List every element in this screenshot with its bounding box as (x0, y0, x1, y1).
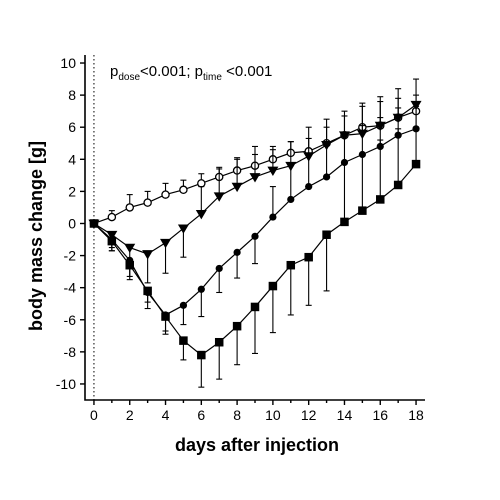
data-point (411, 159, 421, 169)
data-point (143, 286, 152, 296)
data-point (249, 173, 261, 183)
p-dose-symbol: p (110, 63, 118, 80)
p-time-value: <0.001 (222, 63, 272, 80)
p-dose-subscript: dose (118, 72, 140, 83)
x-tick-label: 2 (126, 407, 134, 423)
data-point (161, 190, 170, 199)
x-axis-title: days after injection (175, 435, 339, 455)
data-point (322, 230, 331, 239)
data-point (233, 248, 241, 256)
x-tick-label: 4 (162, 407, 170, 423)
y-tick-label: 8 (68, 87, 76, 103)
y-tick-label: -2 (64, 248, 77, 264)
y-tick-label: 6 (68, 119, 76, 135)
y-tick-label: -6 (64, 312, 77, 328)
x-tick-label: 14 (337, 407, 353, 423)
data-point (304, 252, 313, 262)
data-point (89, 219, 99, 228)
data-point (179, 185, 188, 195)
data-point (232, 321, 242, 331)
x-tick-label: 8 (233, 407, 241, 423)
data-point (268, 281, 278, 291)
data-point (358, 206, 367, 215)
data-point (179, 301, 188, 309)
x-tick-label: 0 (90, 407, 98, 423)
data-point (143, 198, 152, 207)
data-point (160, 238, 172, 249)
data-point (107, 236, 117, 246)
data-point (106, 230, 118, 241)
data-point (251, 232, 259, 240)
data-point (376, 195, 385, 204)
data-point (161, 312, 170, 321)
data-point (125, 260, 134, 270)
y-tick-label: 10 (60, 55, 76, 71)
x-tick-label: 18 (408, 407, 424, 423)
y-tick-label: 4 (68, 151, 76, 167)
x-tick-label: 6 (197, 407, 205, 423)
y-tick-label: -8 (64, 344, 77, 360)
data-point (197, 179, 206, 188)
data-point (125, 203, 134, 212)
plot-area: -10 -8 -6 -4 -2 0 2 4 6 8 10 0 2 4 6 8 10 12 14 16 18 (56, 55, 425, 423)
x-tick-label: 12 (301, 407, 317, 423)
data-point (215, 264, 223, 273)
series-filled-circle (90, 102, 420, 335)
y-axis-title: body mass change [g] (26, 141, 46, 331)
data-point (250, 302, 260, 312)
data-point (393, 180, 403, 190)
y-tick-label: 0 (68, 215, 76, 231)
data-point (267, 166, 279, 177)
data-point (338, 131, 350, 141)
p-time-subscript: time (203, 72, 222, 83)
data-point (197, 350, 206, 360)
axis-frame (84, 55, 425, 401)
data-point (269, 213, 277, 221)
data-point (213, 192, 225, 202)
series-filled-square (89, 105, 421, 388)
p-value-annotation: pdose<0.001; ptime <0.001 (110, 63, 272, 83)
data-point (287, 195, 295, 204)
data-point (231, 182, 243, 193)
data-point (197, 285, 205, 293)
p-time-symbol: p (195, 63, 203, 80)
data-point (214, 337, 224, 347)
data-point (142, 250, 154, 260)
x-tick-label: 16 (372, 407, 388, 423)
y-tick-label: 2 (68, 183, 76, 199)
data-point (286, 260, 296, 270)
data-point (195, 210, 207, 220)
y-tick-label: -4 (64, 280, 77, 296)
p-dose-value: <0.001; (140, 63, 195, 80)
data-point (107, 212, 117, 222)
data-point (177, 224, 189, 234)
data-point (305, 182, 313, 191)
data-point (124, 243, 136, 254)
y-tick-label: -10 (56, 376, 76, 392)
x-tick-label: 10 (265, 407, 281, 423)
data-point (340, 217, 349, 227)
data-point (179, 336, 188, 345)
data-point (322, 173, 331, 181)
